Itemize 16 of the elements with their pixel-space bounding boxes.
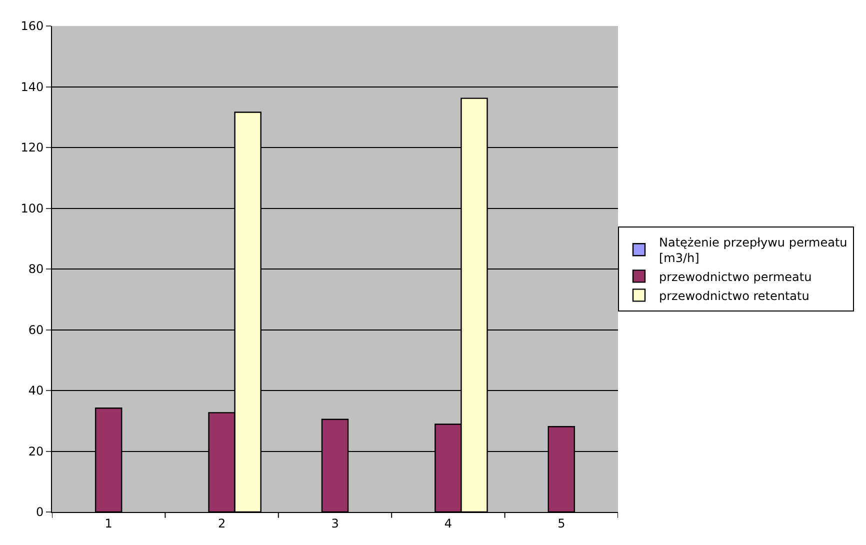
x-tick-label: 3 xyxy=(331,516,339,530)
y-tick-label: 120 xyxy=(20,140,44,155)
legend-label: przewodnictwo permeatu xyxy=(659,270,812,284)
y-tick-label: 60 xyxy=(28,322,44,337)
x-tick-label: 5 xyxy=(558,516,566,530)
x-tick-label: 1 xyxy=(104,516,112,530)
y-tick-label: 40 xyxy=(28,384,44,398)
y-tick-label: 0 xyxy=(36,505,44,520)
y-tick-label: 100 xyxy=(20,201,44,216)
legend-label: przewodnictwo retentatu xyxy=(659,288,810,303)
x-tick-label: 4 xyxy=(444,516,452,530)
y-tick-label: 160 xyxy=(20,19,44,34)
y-tick-label: 140 xyxy=(20,80,44,94)
y-tick-label: 20 xyxy=(28,444,44,458)
y-tick-label: 80 xyxy=(28,262,44,276)
x-tick-label: 2 xyxy=(218,516,226,530)
